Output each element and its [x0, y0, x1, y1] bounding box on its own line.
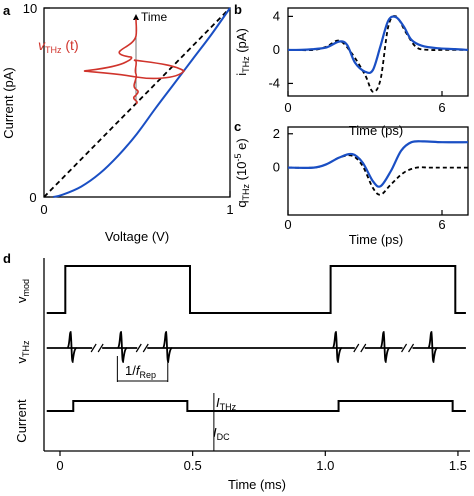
panel-d-vthz-pulses	[66, 331, 438, 363]
panel-d-axis-break-gap	[137, 344, 148, 352]
panel-letter-b: b	[234, 2, 242, 17]
panel-d-vthz-breaks	[90, 343, 415, 353]
panel-b-ytick-label: -4	[268, 75, 280, 90]
panel-d-vthz-pulse	[427, 331, 438, 363]
panel-c-ytick-label: 2	[273, 126, 280, 141]
panel-d-vthz-pulse	[66, 331, 77, 363]
panel-d-axis-break-mark	[408, 343, 415, 353]
panel-c-series-dashed	[287, 154, 468, 196]
panel-b-series-blue	[287, 15, 469, 75]
panel-d-ylabel-vmod: vmod	[14, 279, 31, 303]
panel-b-xlabel: Time (ps)	[349, 123, 403, 138]
panel-d-axis-break-gap	[354, 344, 365, 352]
panel-d-vthz-pulse	[332, 331, 343, 363]
panel-d-vthz-pulse	[117, 331, 128, 363]
panel-d-vthz-pulse	[379, 331, 390, 363]
panel-c-xlabel: Time (ps)	[349, 232, 403, 247]
panel-c-ytick-label: 0	[273, 160, 280, 175]
panel-d-timing-chart: d 0 0.5 1.0 1.5 Time (ms) vmod vTHz 1/fRep …	[3, 251, 470, 492]
panel-b-ylabel: iTHz (pA)	[234, 28, 251, 76]
panel-b-current-chart: b 4 0 -4 0 6 Time (ps) iTHz (pA)	[234, 2, 469, 138]
panel-letter-d: d	[3, 251, 11, 266]
panel-d-ithz-label: ITHz	[216, 395, 237, 412]
panel-c-axes-frame	[287, 126, 469, 216]
panel-a-ytick-label-0: 0	[29, 190, 36, 205]
panel-b-axes-frame	[287, 7, 469, 97]
panel-d-axis-break-gap	[402, 344, 413, 352]
panel-d-vmod-trace	[46, 265, 466, 314]
panel-b-ytick-label: 0	[273, 42, 280, 57]
panel-c-series-blue	[287, 140, 469, 188]
panel-b-xtick-label-6: 6	[438, 100, 445, 115]
panel-d-xtick-label: 1.0	[316, 458, 334, 473]
panel-a-xlabel: Voltage (V)	[105, 229, 169, 244]
panel-d-current-trace	[46, 400, 466, 412]
panel-d-period-label: 1/fRep	[125, 363, 156, 380]
panel-d-xtick-label: 0.5	[184, 458, 202, 473]
panel-d-axis-break-mark	[97, 343, 104, 353]
panel-a-inset-pulse: Time vTHz (t)	[38, 10, 186, 105]
panel-b-ytick-label: 4	[273, 8, 280, 23]
panel-d-ylabel-current: Current	[14, 399, 29, 443]
panel-c-ylabel: qTHz (10-5 e)	[233, 138, 251, 207]
inset-pulse-curve	[83, 18, 186, 105]
panel-d-axis-break-mark	[142, 343, 149, 353]
panel-a-iv-chart: a 0 10 0 1 Voltage (V) Current (pA) Time…	[1, 1, 234, 244]
panel-a-series-iv-curve	[53, 7, 231, 198]
panel-d-axis-break-mark	[135, 343, 142, 353]
panel-a-xtick-label-1: 1	[226, 202, 233, 217]
panel-a-xtick-label-0: 0	[40, 202, 47, 217]
panel-a-axes-frame	[43, 7, 231, 198]
panel-a-ylabel: Current (pA)	[1, 67, 16, 139]
panel-d-idc-label: IDC	[213, 425, 230, 442]
panel-d-xlabel: Time (ms)	[228, 477, 286, 492]
panel-d-period-marker	[116, 356, 169, 382]
panel-a-ytick-label-10: 10	[23, 1, 37, 16]
inset-time-label: Time	[141, 10, 168, 24]
panel-d-axis-break-mark	[401, 343, 408, 353]
panel-letter-a: a	[3, 3, 11, 18]
panel-b-series-dashed	[287, 15, 468, 93]
inset-pulse-label: vTHz (t)	[38, 37, 79, 55]
panel-c-xtick-label-0: 0	[284, 217, 291, 232]
panel-d-axis-break-mark	[360, 343, 367, 353]
panel-d-ylabel-vthz: vTHz	[14, 340, 31, 363]
panel-c-xtick-label-6: 6	[438, 217, 445, 232]
panel-b-xtick-label-0: 0	[284, 100, 291, 115]
panel-d-xtick-label: 1.5	[449, 458, 467, 473]
panel-d-xticks: 0 0.5 1.0 1.5	[56, 451, 467, 473]
inset-time-arrow-icon	[133, 14, 139, 20]
panel-d-xtick-label: 0	[56, 458, 63, 473]
panel-c-charge-chart: c 2 0 0 6 Time (ps) qTHz (10-5 e)	[233, 119, 469, 247]
panel-d-axis-break-mark	[90, 343, 97, 353]
panel-letter-c: c	[234, 119, 241, 134]
panel-d-axis-break-mark	[353, 343, 360, 353]
panel-d-axis-break-gap	[92, 344, 103, 352]
panel-a-series-linear-dashed	[43, 7, 231, 198]
panel-d-vthz-pulse	[162, 331, 173, 363]
